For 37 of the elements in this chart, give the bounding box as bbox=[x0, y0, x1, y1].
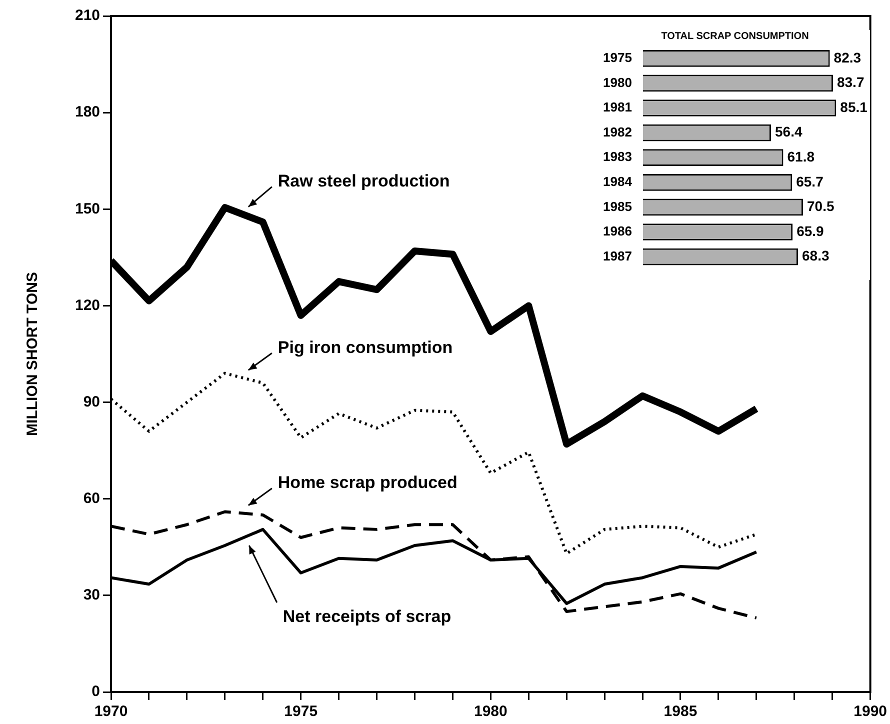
y-tick-label: 1983 bbox=[603, 149, 632, 164]
y-tick-label: 1985 bbox=[603, 198, 632, 214]
y-tick-label: 0 bbox=[92, 683, 100, 700]
chart-title: TOTAL SCRAP CONSUMPTION bbox=[661, 30, 809, 42]
y-tick-label: 1986 bbox=[603, 224, 632, 239]
data-label: 61.8 bbox=[787, 148, 815, 164]
y-tick-label: 120 bbox=[74, 296, 100, 314]
x-tick-label: 1970 bbox=[94, 703, 128, 720]
x-tick-label: 1975 bbox=[284, 703, 318, 720]
data-label: 68.3 bbox=[802, 248, 830, 264]
data-label: 83.7 bbox=[836, 74, 864, 90]
y-tick-label: 1980 bbox=[603, 74, 632, 90]
data-label: 85.1 bbox=[840, 98, 868, 115]
text: Net receipts of scrap bbox=[282, 607, 452, 626]
x-tick-label: 1980 bbox=[474, 703, 508, 720]
data-label: 65.7 bbox=[796, 173, 824, 190]
series-label: Home scrap produced bbox=[278, 473, 458, 492]
y-tick-label: 1981 bbox=[603, 100, 632, 115]
text: Raw steel production bbox=[278, 171, 450, 190]
y-tick-label: 30 bbox=[83, 586, 100, 604]
y-tick-label: 210 bbox=[74, 7, 100, 24]
y-tick-label: 1975 bbox=[603, 50, 632, 65]
y-tick-label: 60 bbox=[83, 490, 100, 507]
data-label: 82.3 bbox=[834, 49, 862, 66]
series-label: Pig iron consumption bbox=[278, 338, 453, 357]
data-label: 56.4 bbox=[774, 124, 802, 140]
y-tick-label: 1984 bbox=[603, 174, 633, 189]
y-tick-label: 180 bbox=[74, 104, 100, 121]
data-label: 70.5 bbox=[807, 198, 834, 214]
data-label: 65.9 bbox=[796, 222, 824, 239]
y-tick-label: 150 bbox=[74, 200, 100, 218]
y-tick-label: 1987 bbox=[603, 248, 632, 264]
x-tick-label: 1990 bbox=[854, 703, 888, 720]
y-tick-label: 1982 bbox=[603, 124, 632, 140]
x-tick-label: 1985 bbox=[664, 703, 698, 720]
y-tick-label: 90 bbox=[83, 393, 100, 410]
y-axis-title: MILLION SHORT TONS bbox=[24, 272, 42, 436]
